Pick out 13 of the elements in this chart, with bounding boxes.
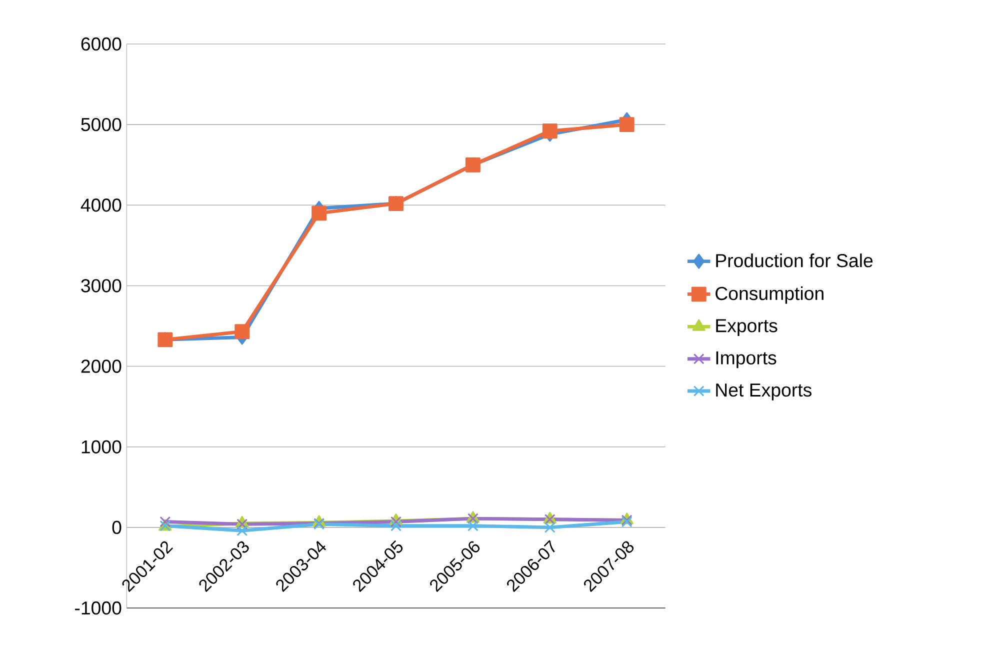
y-tick-label: 0 bbox=[112, 520, 122, 534]
y-tick-label: 6000 bbox=[81, 37, 122, 50]
legend-label: Consumption bbox=[716, 286, 824, 304]
y-tick-label: 1000 bbox=[82, 440, 122, 454]
legend-label: Production for Sale bbox=[716, 253, 873, 268]
legend-label: Net Exports bbox=[716, 383, 812, 400]
legend-label: Imports bbox=[716, 351, 776, 368]
y-tick-label: 4000 bbox=[80, 198, 122, 212]
legend-label: Exports bbox=[716, 319, 778, 336]
y-tick-label: 5000 bbox=[81, 118, 122, 132]
y-tick-label: 3000 bbox=[81, 278, 122, 292]
y-tick-label: 2000 bbox=[81, 360, 122, 373]
y-tick-label: -1000 bbox=[75, 601, 122, 614]
